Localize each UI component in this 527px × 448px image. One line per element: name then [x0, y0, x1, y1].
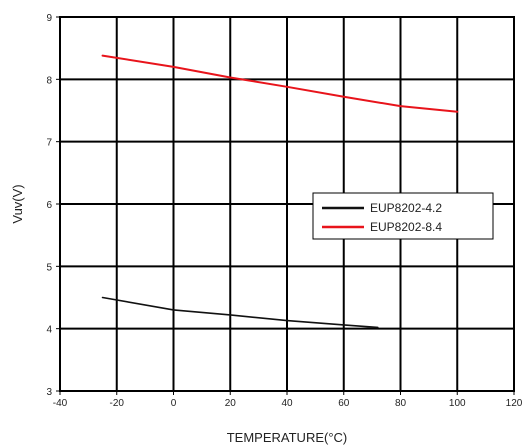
- x-tick-label-4: 40: [281, 398, 293, 409]
- series-line-1: [101, 54, 459, 113]
- y-tick-label-1: 4: [46, 325, 52, 336]
- legend-box: [312, 192, 494, 240]
- y-tick-label-0: 3: [46, 387, 52, 398]
- y-tick-label-3: 6: [46, 200, 52, 211]
- x-tick-label-2: 0: [171, 398, 177, 409]
- y-tick-label-4: 7: [46, 138, 52, 149]
- y-tick-label-6: 9: [46, 13, 52, 24]
- x-tick-label-8: 120: [506, 398, 523, 409]
- legend: EUP8202-4.2 EUP8202-8.4: [312, 192, 494, 240]
- y-axis-title: Vuv(V): [10, 184, 25, 223]
- x-tick-label-0: -40: [53, 398, 68, 409]
- x-tick-label-7: 100: [449, 398, 466, 409]
- x-tick-label-3: 20: [225, 398, 237, 409]
- series-lines: [101, 54, 459, 329]
- x-tick-label-6: 80: [395, 398, 407, 409]
- x-tick-label-1: -20: [110, 398, 125, 409]
- y-tick-label-2: 5: [46, 262, 52, 273]
- x-tick-label-5: 60: [338, 398, 350, 409]
- y-tick-label-5: 8: [46, 75, 52, 86]
- legend-label-series-0: EUP8202-4.2: [370, 201, 442, 215]
- axis-ticks: -40 -20 0 20 40 60 80 100 120 3 4 5 6 7 8 9: [46, 13, 522, 409]
- series-line-0: [101, 296, 379, 329]
- legend-label-series-1: EUP8202-8.4: [370, 220, 442, 234]
- x-axis-title: TEMPERATURE(°C): [227, 430, 348, 445]
